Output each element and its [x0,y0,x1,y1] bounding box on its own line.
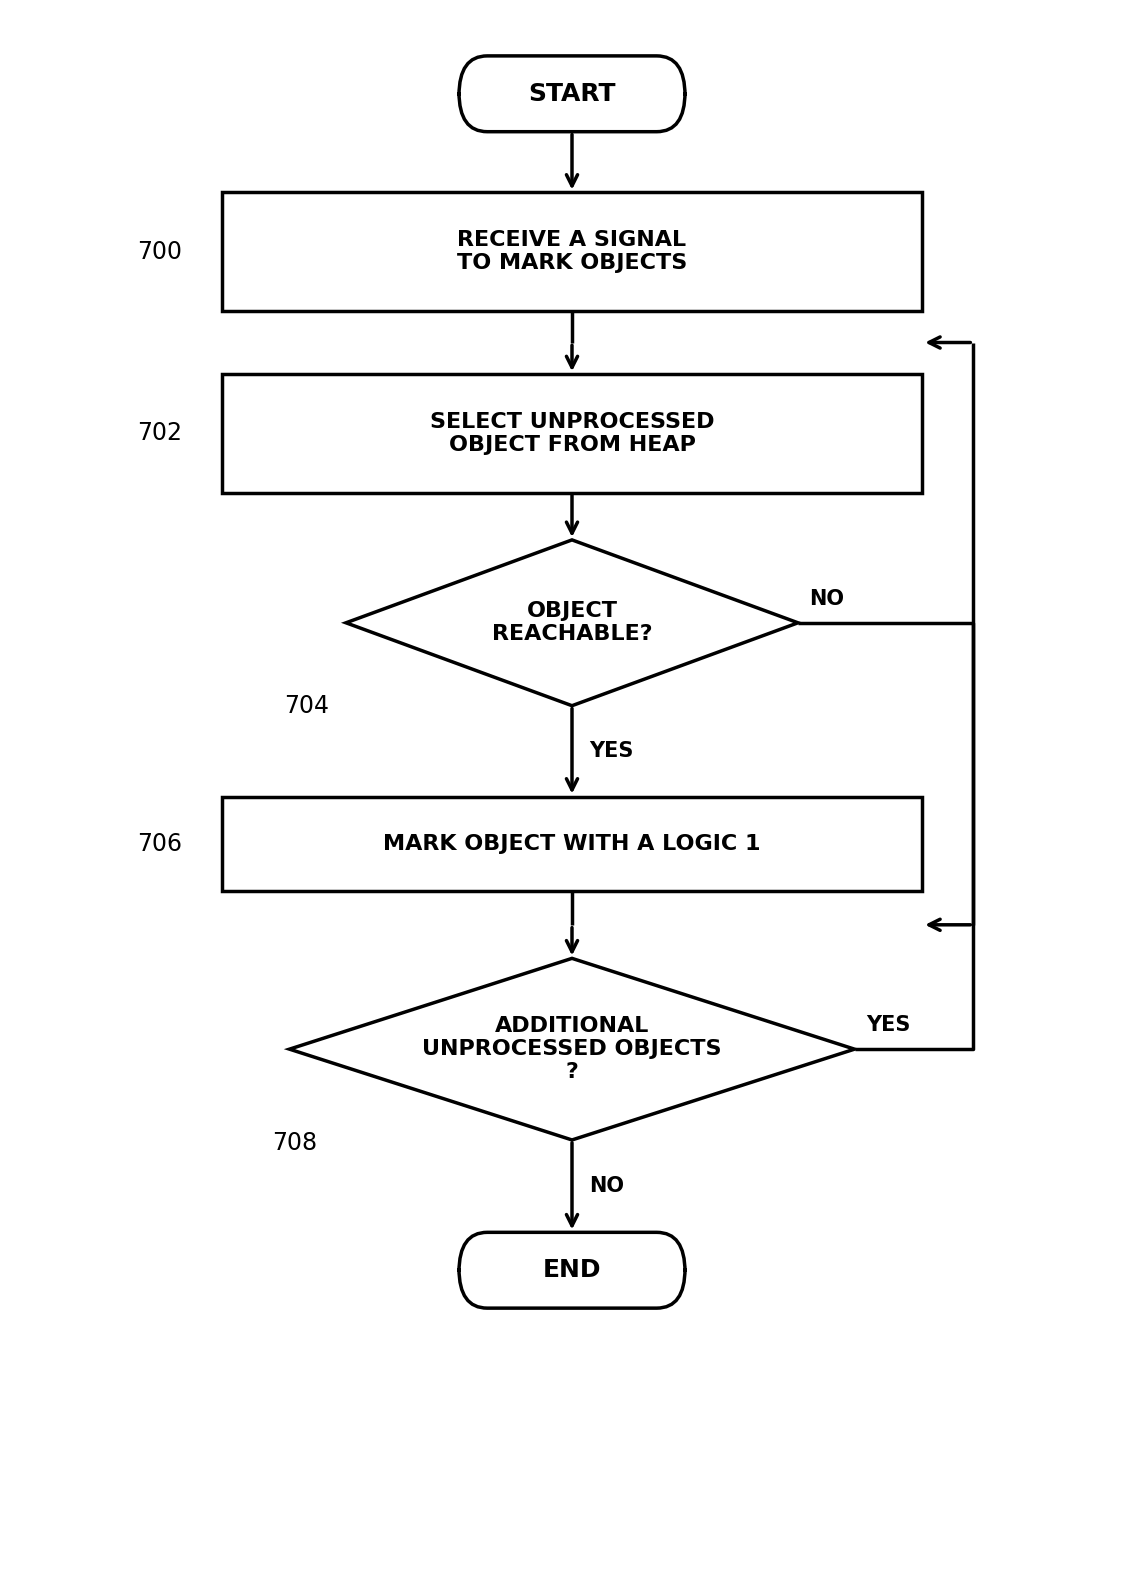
FancyBboxPatch shape [459,1233,685,1308]
Text: 708: 708 [272,1131,318,1155]
Bar [222,796,922,890]
Bar [222,193,922,311]
Text: START: START [529,81,615,105]
Text: 704: 704 [284,695,329,718]
Text: MARK OBJECT WITH A LOGIC 1: MARK OBJECT WITH A LOGIC 1 [383,833,761,854]
Text: NO: NO [809,589,844,609]
Text: SELECT UNPROCESSED
OBJECT FROM HEAP: SELECT UNPROCESSED OBJECT FROM HEAP [430,411,714,456]
FancyBboxPatch shape [459,56,685,132]
Text: YES: YES [866,1015,911,1035]
Text: 700: 700 [137,239,182,264]
Text: RECEIVE A SIGNAL
TO MARK OBJECTS: RECEIVE A SIGNAL TO MARK OBJECTS [456,229,688,274]
Text: NO: NO [589,1176,623,1196]
Text: 702: 702 [137,421,182,446]
Bar [222,374,922,492]
Polygon shape [289,959,855,1141]
Text: OBJECT
REACHABLE?: OBJECT REACHABLE? [492,601,652,645]
Text: ADDITIONAL
UNPROCESSED OBJECTS
?: ADDITIONAL UNPROCESSED OBJECTS ? [422,1016,722,1082]
Text: END: END [542,1258,602,1282]
Text: 706: 706 [137,832,182,855]
Polygon shape [345,540,799,706]
Text: YES: YES [589,741,634,761]
